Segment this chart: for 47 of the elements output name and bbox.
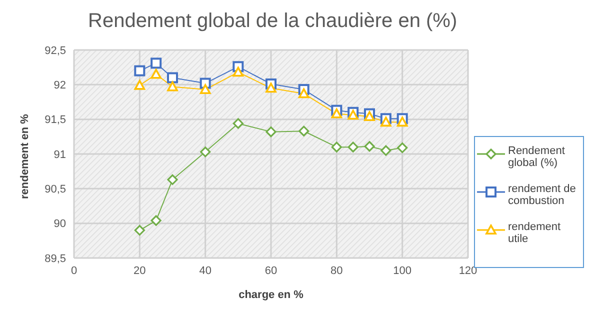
point — [134, 224, 145, 236]
y-tick-label: 90 — [54, 218, 66, 230]
point — [396, 116, 408, 127]
point — [167, 72, 178, 84]
point — [298, 126, 310, 136]
point — [150, 68, 162, 79]
legend-label: rendement utile — [508, 221, 562, 245]
y-tick-label: 90,5 — [44, 184, 66, 196]
point — [380, 145, 392, 156]
y-tick-label: 92,5 — [44, 44, 66, 57]
point — [134, 80, 146, 90]
legend-label: rendement de combustion — [508, 183, 577, 207]
x-axis-title: charge en % — [238, 289, 304, 301]
point — [348, 142, 358, 152]
point — [266, 82, 276, 93]
x-tick-label: 20 — [134, 264, 146, 277]
x-tick-label: 40 — [199, 264, 212, 277]
point — [167, 174, 178, 185]
x-tick-label: 0 — [70, 264, 78, 277]
point — [397, 142, 408, 154]
point — [348, 110, 358, 120]
point — [298, 88, 310, 98]
point — [200, 146, 211, 158]
point — [134, 65, 146, 76]
y-tick-label: 91,5 — [44, 114, 66, 126]
point — [200, 84, 211, 94]
point — [331, 108, 342, 118]
point — [380, 116, 392, 127]
x-tick-label: 120 — [458, 264, 478, 277]
y-tick-label: 89,5 — [44, 252, 66, 265]
y-axis-title: rendement en % — [18, 114, 31, 199]
point — [150, 215, 162, 226]
point — [364, 141, 375, 152]
point — [167, 81, 178, 92]
x-tick-label: 80 — [330, 264, 343, 277]
point — [232, 66, 244, 77]
y-tick-label: 92 — [54, 80, 66, 92]
point — [150, 58, 162, 69]
point — [266, 126, 276, 138]
y-tick-label: 91 — [54, 148, 66, 161]
x-tick-label: 60 — [264, 264, 278, 277]
point — [364, 111, 375, 122]
chart-title: Rendement global de la chaudière en (%) — [88, 10, 458, 33]
point — [232, 118, 244, 129]
x-tick-label: 100 — [393, 264, 412, 277]
point — [331, 142, 342, 152]
legend-label: Rendement global (%) — [508, 145, 566, 169]
